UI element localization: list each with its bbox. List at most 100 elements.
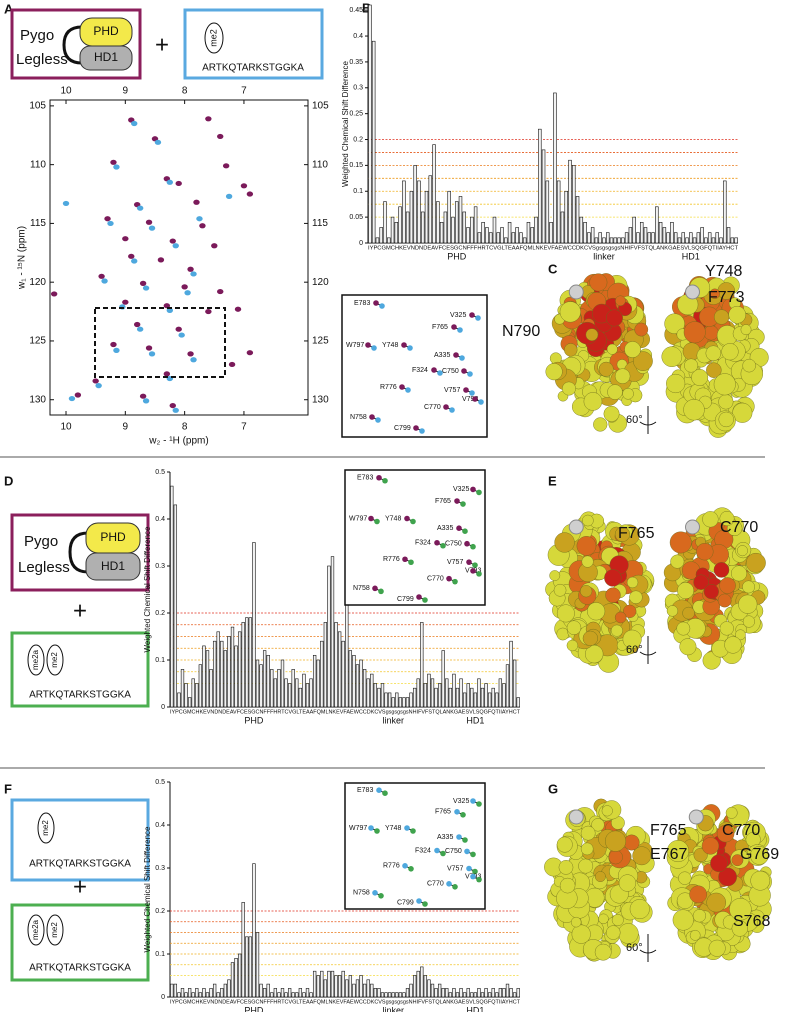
x-tick-label: 10 (60, 86, 72, 97)
bar (726, 227, 731, 244)
panel-label: B (362, 0, 371, 15)
bar (302, 673, 306, 708)
peak (440, 850, 446, 857)
bar (430, 678, 435, 708)
bar (432, 144, 436, 244)
peak (50, 291, 58, 297)
atom-sphere (606, 925, 621, 940)
bar (458, 196, 463, 244)
plus: + (155, 31, 169, 58)
atom-sphere (634, 322, 649, 337)
atom-sphere (692, 909, 707, 923)
atom-sphere (622, 388, 634, 400)
atom-sphere (626, 576, 639, 589)
bar (287, 988, 292, 998)
peak (454, 809, 460, 815)
bar (198, 664, 203, 708)
atom-sphere (587, 602, 606, 621)
atom-sphere (703, 325, 719, 341)
bar (398, 697, 403, 708)
mark-oval (27, 644, 45, 676)
bar (291, 992, 295, 998)
bar (220, 988, 224, 998)
mark-label: me2 (50, 922, 59, 938)
residue-label: G769 (740, 846, 779, 863)
region-label: PHD (244, 715, 264, 725)
bar (305, 683, 310, 708)
peak (172, 407, 179, 413)
bar (473, 992, 478, 998)
bar (470, 992, 474, 998)
peak (62, 200, 70, 207)
region-label: HD1 (466, 715, 484, 725)
y-tick-label: 0.3 (155, 865, 165, 872)
bar (187, 988, 192, 998)
bar (505, 983, 510, 998)
atom-sphere (717, 593, 732, 608)
bar (184, 992, 188, 998)
residue-label: E767 (650, 846, 687, 863)
bar (545, 180, 550, 244)
inset-label: A335 (437, 834, 453, 841)
bar (462, 992, 467, 998)
bar (424, 190, 429, 244)
bar (255, 659, 260, 708)
bar (609, 237, 614, 244)
bar (384, 992, 388, 998)
bar (587, 232, 591, 244)
bar (477, 232, 482, 244)
rotation-arrow (639, 406, 657, 434)
y-tick-label: 0.3 (353, 85, 363, 92)
bar (480, 992, 485, 998)
atom-sphere (589, 273, 608, 292)
bar (427, 979, 431, 998)
peak (136, 205, 144, 211)
pygo-label: Pygo (20, 27, 54, 44)
peak (422, 597, 428, 603)
plus: + (73, 873, 87, 900)
bar (700, 227, 704, 244)
bar (380, 683, 385, 708)
peak (452, 578, 458, 585)
bar (371, 40, 376, 244)
bar (500, 227, 504, 244)
peak (376, 474, 382, 481)
bar (496, 232, 500, 244)
y-tick-label: 0 (161, 994, 165, 1001)
y-tick-label: 0.4 (155, 516, 165, 523)
peak (139, 280, 147, 286)
bar (617, 237, 621, 244)
peak (374, 518, 380, 525)
bar (602, 237, 606, 244)
peak (371, 345, 377, 351)
bar (530, 227, 534, 244)
bar (681, 232, 685, 244)
atom-sphere (568, 519, 584, 535)
bar (391, 992, 395, 998)
bar (237, 631, 242, 708)
bar (227, 636, 231, 708)
bar (402, 180, 406, 244)
bar (191, 678, 195, 708)
bar (270, 992, 274, 998)
y-tick-label: 0.1 (353, 188, 363, 195)
peak (148, 351, 156, 357)
y-tick-label: 0 (161, 704, 165, 711)
bar (341, 640, 345, 708)
atom-sphere (606, 343, 618, 355)
bar (541, 149, 546, 244)
peak (460, 812, 466, 818)
atom-sphere (582, 514, 594, 527)
peak (199, 223, 206, 229)
atom-sphere (618, 874, 637, 892)
bar (383, 201, 387, 244)
bar (511, 232, 516, 244)
bar (323, 622, 328, 708)
peak (476, 571, 482, 577)
bar (568, 159, 572, 244)
peak (449, 407, 455, 413)
peak (145, 219, 153, 225)
atom-sphere (556, 836, 573, 853)
bar (522, 237, 527, 244)
bar (212, 983, 217, 998)
